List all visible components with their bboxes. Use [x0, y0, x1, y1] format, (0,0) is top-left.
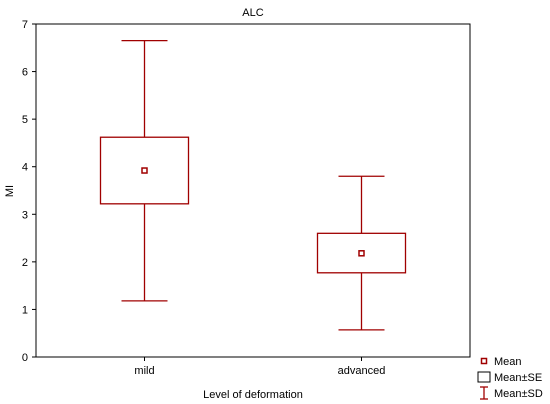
legend-item-mean-marker: Mean — [480, 356, 522, 368]
legend-box-icon — [477, 371, 491, 383]
x-axis: mild advanced — [134, 357, 385, 377]
mean-marker — [141, 167, 148, 174]
box-group-mild — [99, 40, 190, 302]
se-box — [316, 232, 407, 274]
se-box — [99, 136, 190, 205]
y-axis-label: MI — [4, 185, 16, 197]
x-tick-label: mild — [134, 365, 154, 377]
y-axis: 0 1 2 3 4 5 6 7 — [22, 19, 36, 364]
plot-marks — [99, 40, 407, 331]
legend: Mean Mean±SE Mean±SD — [477, 356, 543, 400]
legend-mean-icon — [480, 357, 488, 365]
plot-area-frame — [35, 23, 471, 358]
y-tick-label: 5 — [22, 114, 28, 126]
y-tick-label: 1 — [22, 304, 28, 316]
mean-marker — [358, 250, 365, 257]
legend-item-whisker: Mean±SD — [480, 386, 543, 400]
y-tick-label: 2 — [22, 257, 28, 269]
legend-item-box: Mean±SE — [477, 371, 542, 384]
box-group-advanced — [316, 175, 407, 331]
legend-label: Mean±SD — [494, 388, 543, 400]
legend-label: Mean — [494, 356, 522, 368]
x-tick-label: advanced — [338, 365, 386, 377]
y-tick-label: 0 — [22, 352, 28, 364]
y-tick-label: 6 — [22, 67, 28, 79]
y-tick-label: 4 — [22, 162, 28, 174]
y-tick-label: 3 — [22, 209, 28, 221]
legend-label: Mean±SE — [494, 372, 542, 384]
x-axis-label: Level of deformation — [203, 389, 303, 401]
y-tick-label: 7 — [22, 19, 28, 31]
chart-title: ALC — [242, 7, 263, 19]
